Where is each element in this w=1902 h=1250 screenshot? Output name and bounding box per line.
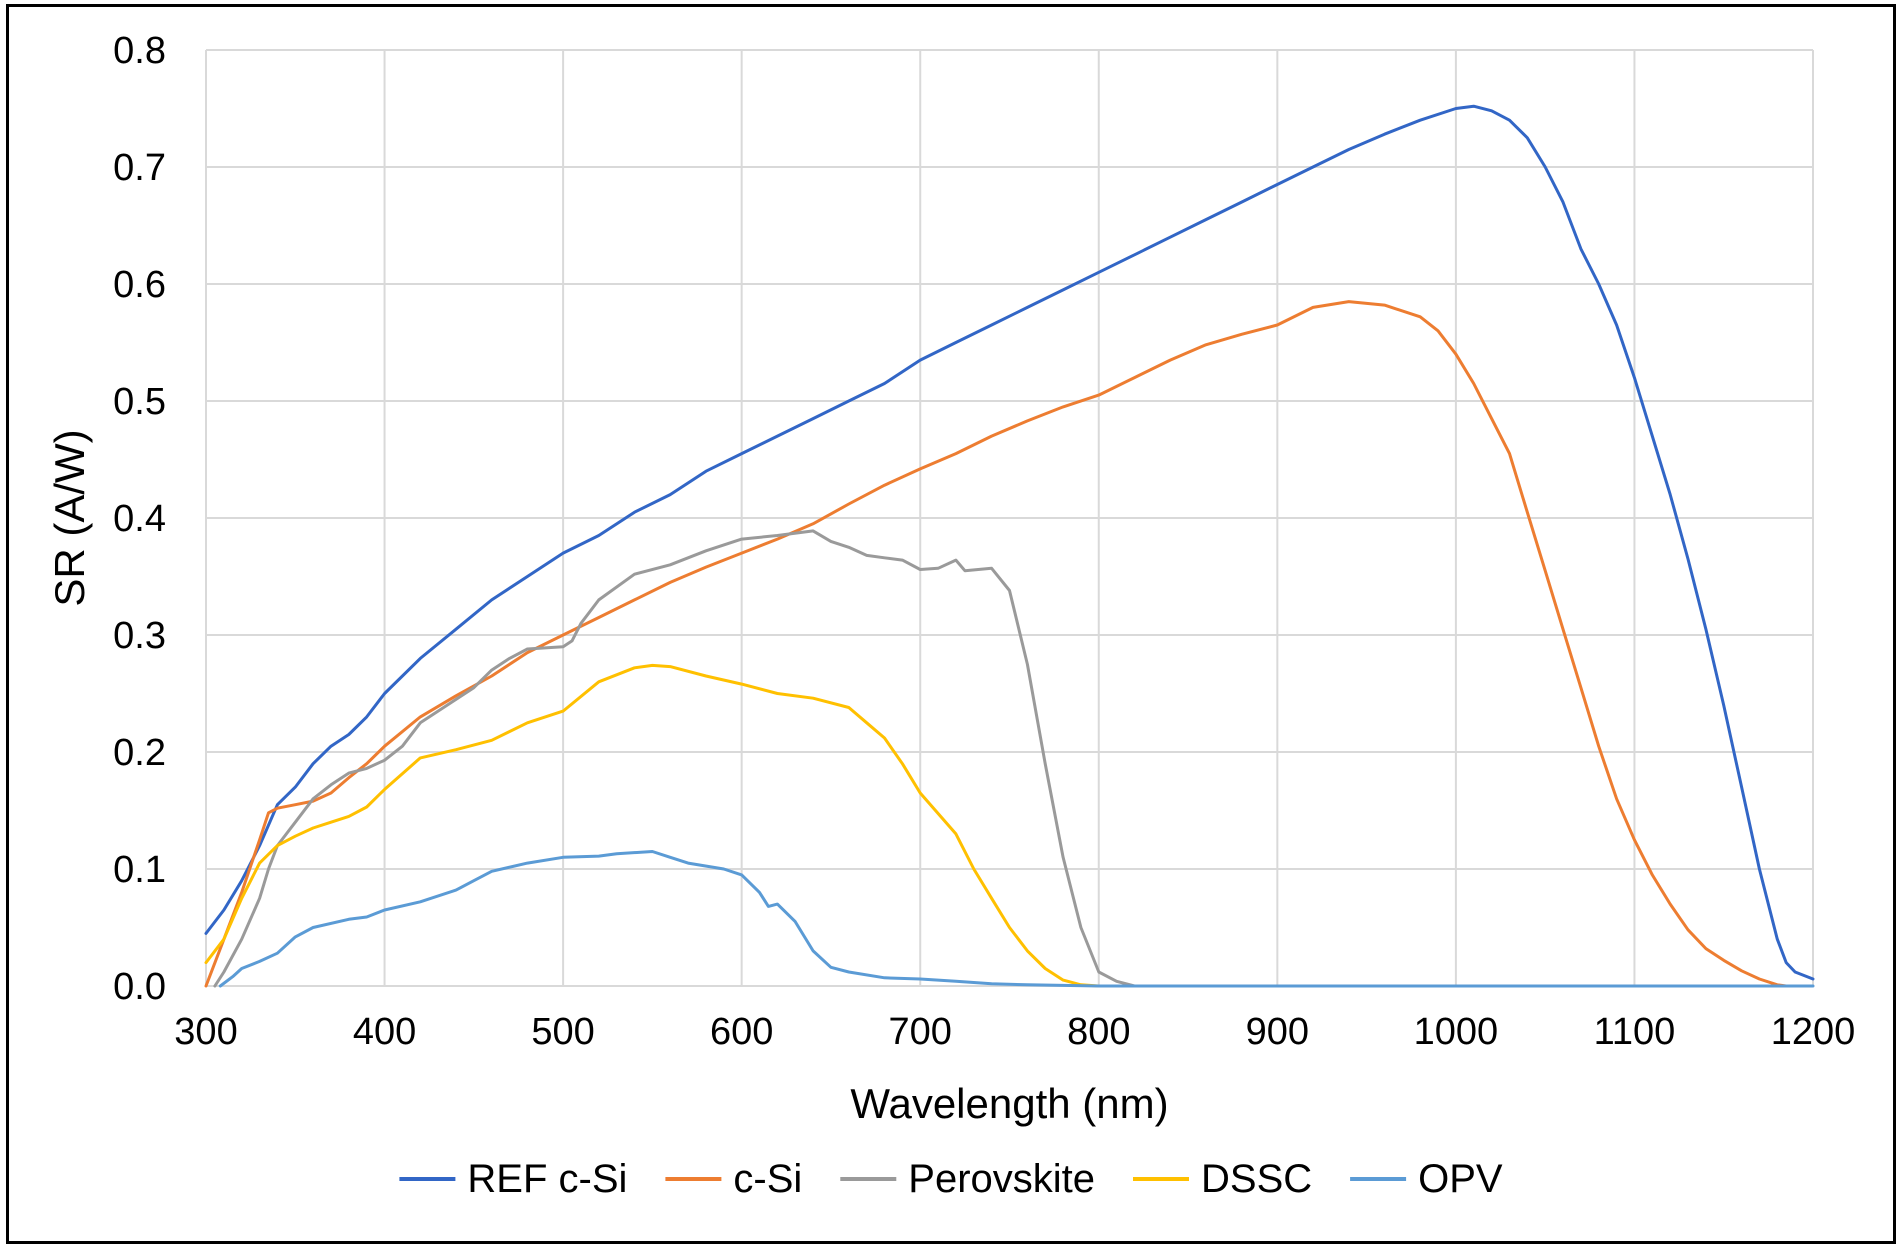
legend: REF c-Si c-Si Perovskite DSSC OPV [399, 1157, 1503, 1201]
grid-lines [205, 49, 1814, 987]
legend-label: c-Si [733, 1157, 802, 1201]
series-line-c-si [204, 300, 1788, 988]
y-tick-label: 0.1 [113, 849, 166, 891]
legend-item-perovskite: Perovskite [840, 1157, 1095, 1201]
x-axis-title: Wavelength (nm) [850, 1080, 1168, 1127]
chart-frame [6, 4, 1896, 1244]
y-tick-label: 0.2 [113, 732, 166, 774]
legend-label: REF c-Si [467, 1157, 627, 1201]
x-tick-label: 400 [353, 1011, 416, 1053]
legend-label: OPV [1418, 1157, 1503, 1201]
y-tick-label: 0.3 [113, 615, 166, 657]
y-tick-label: 0.6 [113, 264, 166, 306]
y-tick-label: 0.0 [113, 966, 166, 1008]
series-lines [204, 104, 1815, 988]
axis-tick-labels: 0.0 0.1 0.2 0.3 0.4 0.5 0.6 0.7 0.8 300 400 500 600 7… [113, 30, 1855, 1053]
series-line-opv [218, 850, 1815, 988]
y-tick-label: 0.4 [113, 498, 166, 540]
series-line-perovskite [213, 529, 1136, 988]
series-line-ref-c-si [204, 104, 1815, 981]
x-tick-label: 900 [1246, 1011, 1309, 1053]
x-tick-label: 1100 [1594, 1011, 1676, 1053]
x-tick-label: 300 [174, 1011, 237, 1053]
legend-label: DSSC [1201, 1157, 1312, 1201]
x-tick-label: 700 [889, 1011, 952, 1053]
y-tick-label: 0.8 [113, 30, 166, 72]
x-tick-label: 600 [710, 1011, 773, 1053]
legend-label: Perovskite [908, 1157, 1095, 1201]
series-line-dssc [204, 663, 1101, 988]
legend-item-opv: OPV [1350, 1157, 1503, 1201]
y-tick-label: 0.7 [113, 147, 166, 189]
legend-item-c-si: c-Si [665, 1157, 802, 1201]
legend-item-ref-c-si: REF c-Si [399, 1157, 627, 1201]
x-tick-label: 500 [531, 1011, 594, 1053]
x-tick-label: 800 [1067, 1011, 1130, 1053]
x-tick-label: 1000 [1414, 1011, 1499, 1053]
y-axis-title: SR (A/W) [46, 429, 93, 606]
x-tick-label: 1200 [1771, 1011, 1856, 1053]
y-tick-label: 0.5 [113, 381, 166, 423]
legend-item-dssc: DSSC [1133, 1157, 1312, 1201]
